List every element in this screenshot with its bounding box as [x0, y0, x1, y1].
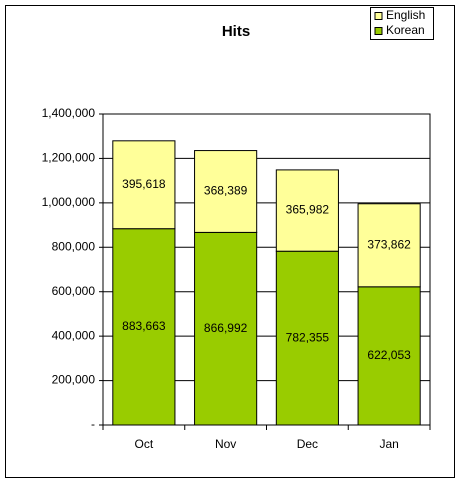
chart-title: Hits	[222, 23, 250, 40]
x-tick-label: Dec	[297, 437, 318, 451]
y-tick-label: 600,000	[52, 284, 96, 298]
legend-swatch	[374, 12, 383, 20]
x-tick-label: Nov	[215, 437, 236, 451]
legend-label: English	[386, 8, 425, 22]
value-label: 782,355	[286, 330, 330, 344]
y-tick-label: 200,000	[52, 373, 96, 387]
bar-segment	[357, 286, 421, 426]
bar-segment	[194, 150, 258, 233]
value-label: 365,982	[286, 203, 330, 217]
bar-segment	[112, 140, 176, 230]
value-label: 883,663	[122, 319, 166, 333]
bar-segment	[194, 231, 258, 426]
bar-segment	[275, 250, 339, 426]
y-tick-label: 400,000	[52, 328, 96, 342]
x-tick-label: Jan	[379, 437, 398, 451]
y-tick-label: 1,000,000	[42, 195, 96, 209]
value-label: 866,992	[204, 321, 248, 335]
legend-label: Korean	[386, 23, 425, 37]
y-tick-label: 1,400,000	[42, 106, 96, 120]
y-tick-label: -	[91, 417, 95, 431]
y-tick-label: 800,000	[52, 239, 96, 253]
bar-segment	[112, 228, 176, 426]
bar-segment	[357, 203, 421, 288]
bar-segment	[275, 169, 339, 252]
x-tick-label: Oct	[135, 437, 154, 451]
value-label: 622,053	[367, 348, 411, 362]
value-label: 373,862	[367, 237, 411, 251]
y-tick-label: 1,200,000	[42, 151, 96, 165]
value-label: 395,618	[122, 177, 166, 191]
legend-swatch	[374, 27, 383, 35]
value-label: 368,389	[204, 184, 248, 198]
